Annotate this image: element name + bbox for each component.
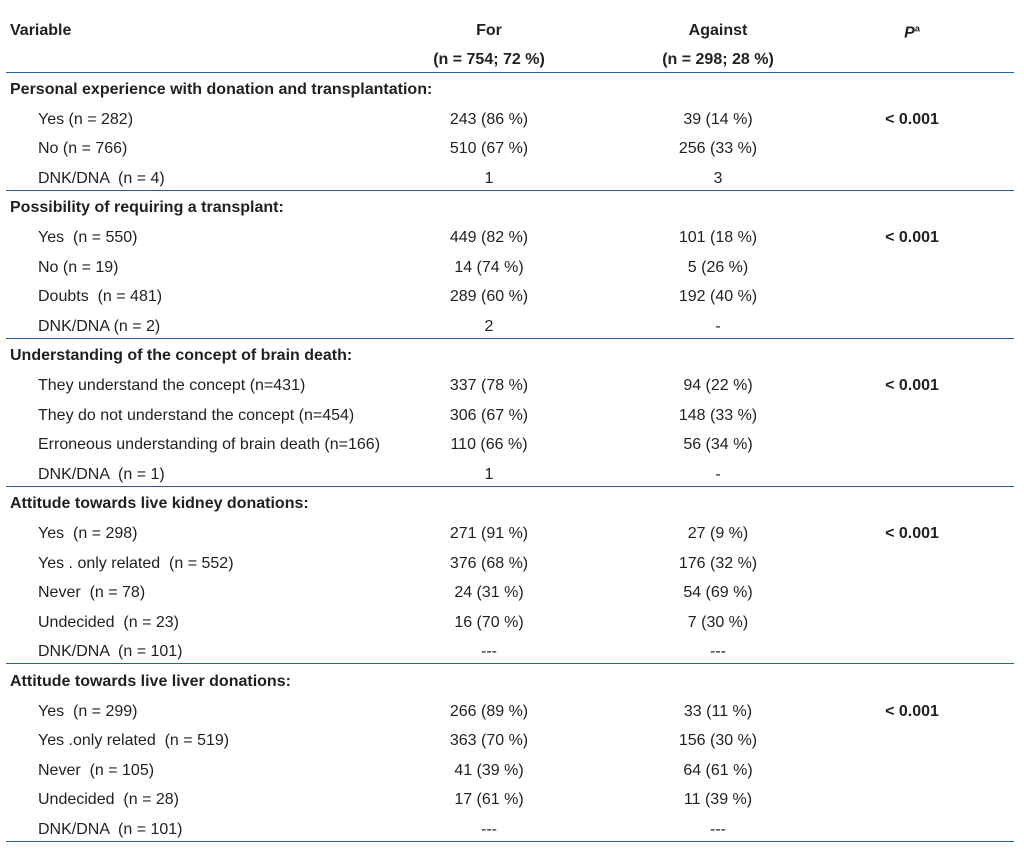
row-label: Undecided (n = 23) [38, 613, 179, 631]
for-cell: 1 [484, 169, 494, 187]
row-label: No (n = 19) [38, 258, 119, 276]
for-cell: 243 (86 %) [449, 110, 529, 128]
against-cell: - [715, 317, 721, 335]
for-cell: 266 (89 %) [449, 702, 529, 720]
header-against-n: (n = 298; 28 %) [662, 51, 774, 68]
p-cell: < 0.001 [885, 702, 939, 720]
for-cell: 17 (61 %) [454, 791, 524, 809]
for-cell: 41 (39 %) [454, 761, 524, 779]
against-cell: 148 (33 %) [678, 406, 758, 424]
section-rule [6, 189, 1014, 191]
p-cell: < 0.001 [885, 229, 939, 246]
section-title: Attitude towards live kidney donations: [10, 495, 309, 513]
header-rule [6, 72, 1014, 73]
for-cell: 363 (70 %) [449, 732, 529, 750]
row-label: Yes (n = 282) [38, 110, 134, 128]
row-label: DNK/DNA (n = 2) [38, 317, 161, 335]
row-label: No (n = 766) [38, 140, 128, 158]
section-rule [6, 485, 1014, 487]
row-label: Yes . only related (n = 552) [38, 554, 234, 572]
for-cell: --- [481, 643, 497, 661]
against-cell: 176 (32 %) [678, 554, 758, 572]
row-label: Undecided (n = 28) [38, 791, 179, 809]
p-cell: < 0.001 [885, 525, 939, 542]
against-cell: 94 (22 %) [683, 377, 753, 394]
for-cell: 510 (67 %) [449, 140, 529, 158]
row-label: Yes (n = 550) [38, 229, 138, 246]
for-cell: 271 (91 %) [449, 525, 529, 542]
against-cell: 11 (39 %) [683, 791, 753, 809]
section-rule [6, 663, 1014, 665]
for-cell: 24 (31 %) [454, 584, 524, 602]
row-label: They do not understand the concept (n=45… [38, 406, 355, 424]
against-cell: 5 (26 %) [687, 258, 749, 276]
header-against: Against [688, 22, 748, 39]
against-cell: 7 (30 %) [687, 613, 749, 631]
section-title: Personal experience with donation and tr… [10, 81, 433, 98]
p-cell: < 0.001 [885, 110, 939, 128]
row-label: DNK/DNA (n = 4) [38, 169, 165, 187]
against-cell: --- [710, 821, 726, 838]
against-cell: 156 (30 %) [678, 732, 758, 750]
section-title: Possibility of requiring a transplant: [10, 199, 284, 217]
row-label: Yes (n = 299) [38, 702, 138, 720]
row-label: They understand the concept (n=431) [38, 377, 306, 394]
row-label: Erroneous understanding of brain death (… [38, 436, 381, 454]
row-label: DNK/DNA (n = 1) [38, 465, 165, 483]
p-superscript: a [914, 23, 920, 34]
against-cell: 39 (14 %) [683, 110, 753, 128]
for-cell: 2 [484, 317, 494, 335]
row-label: Yes (n = 298) [38, 525, 138, 542]
for-cell: --- [481, 821, 497, 838]
for-cell: 449 (82 %) [449, 229, 529, 246]
against-cell: 27 (9 %) [687, 525, 749, 542]
p-cell: < 0.001 [885, 377, 939, 394]
section-title: Attitude towards live liver donations: [10, 673, 291, 690]
section-title: Understanding of the concept of brain de… [10, 347, 353, 365]
against-cell: --- [710, 643, 726, 661]
for-cell: 306 (67 %) [449, 406, 529, 424]
against-cell: 192 (40 %) [678, 288, 758, 306]
against-cell: 101 (18 %) [678, 229, 758, 246]
against-cell: 256 (33 %) [678, 140, 758, 158]
against-cell: 3 [713, 169, 723, 187]
for-cell: 14 (74 %) [454, 258, 524, 276]
for-cell: 337 (78 %) [449, 377, 529, 394]
for-cell: 289 (60 %) [449, 288, 529, 306]
row-label: DNK/DNA (n = 101) [38, 643, 183, 661]
for-cell: 110 (66 %) [450, 436, 528, 454]
for-cell: 16 (70 %) [454, 613, 524, 631]
for-cell: 1 [484, 465, 494, 483]
row-label: Never (n = 78) [38, 584, 146, 602]
row-label: Never (n = 105) [38, 761, 155, 779]
against-cell: 56 (34 %) [683, 436, 753, 454]
against-cell: - [715, 465, 721, 483]
section-rule [6, 337, 1014, 339]
for-cell: 376 (68 %) [449, 554, 529, 572]
section-rule [6, 841, 1014, 842]
header-for-n: (n = 754; 72 %) [433, 51, 545, 68]
row-label: Doubts (n = 481) [38, 288, 163, 306]
against-cell: 64 (61 %) [683, 761, 753, 779]
row-label: DNK/DNA (n = 101) [38, 821, 183, 838]
against-cell: 33 (11 %) [683, 702, 753, 720]
header-p: Pa [904, 18, 920, 43]
against-cell: 54 (69 %) [683, 584, 753, 602]
header-for: For [476, 22, 502, 39]
p-letter: P [904, 24, 915, 42]
header-variable: Variable [10, 22, 72, 39]
row-label: Yes .only related (n = 519) [38, 732, 230, 750]
